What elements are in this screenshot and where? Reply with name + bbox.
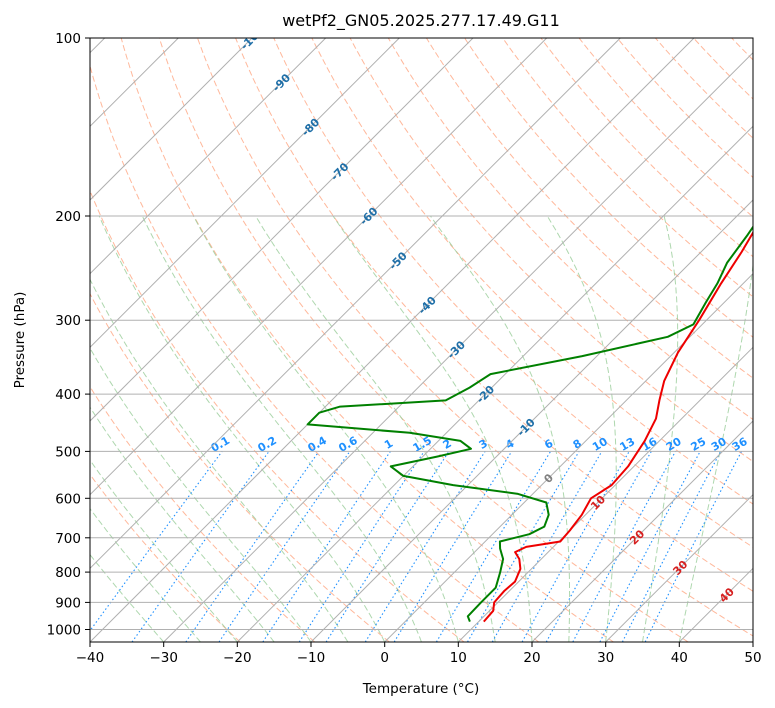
isotherm-line	[236, 125, 753, 642]
moist-adiabat	[332, 215, 533, 642]
mixing-ratio-line	[521, 451, 630, 642]
dry-adiabat	[540, 38, 753, 258]
dry-adiabat	[311, 38, 753, 505]
dry-adiabat	[90, 385, 316, 642]
isotherm-line	[310, 199, 753, 642]
plot-frame	[89, 37, 754, 643]
x-tick-label: 20	[523, 650, 540, 666]
x-tick-label: −20	[223, 650, 252, 666]
moist-adiabat	[678, 261, 753, 642]
isotherm-line	[90, 38, 548, 496]
y-tick-label: 900	[55, 595, 81, 611]
moist-adiabat	[141, 215, 422, 642]
x-axis-label: Temperature (°C)	[362, 681, 480, 697]
moist-adiabat	[90, 459, 238, 642]
moist-adiabat	[90, 553, 165, 642]
dry-adiabat	[235, 38, 753, 592]
isotherm-line	[531, 420, 753, 642]
isotherm-line	[605, 493, 753, 642]
x-tick-label: 50	[744, 650, 761, 666]
dry-adiabat	[90, 64, 540, 642]
mixing-ratio-line	[90, 451, 223, 632]
dry-adiabat	[90, 473, 241, 642]
y-axis-label: Pressure (hPa)	[12, 292, 28, 389]
dry-adiabat	[90, 189, 465, 642]
x-tick-label: −40	[76, 650, 105, 666]
x-tick-label: 40	[671, 650, 688, 666]
x-tick-label: −30	[149, 650, 178, 666]
y-tick-label: 100	[55, 31, 81, 47]
x-tick-label: 0	[380, 650, 389, 666]
mixing-ratio-line	[572, 451, 676, 642]
x-tick-label: −10	[297, 650, 326, 666]
moist-adiabat	[546, 215, 617, 642]
y-tick-label: 600	[55, 491, 81, 507]
chart-title: wetPf2_GN05.2025.277.17.49.G11	[282, 11, 560, 31]
x-tick-label: 10	[450, 650, 467, 666]
mixing-ratio-line	[325, 451, 450, 642]
mixing-ratio-line	[364, 451, 486, 642]
dry-adiabat	[349, 38, 753, 463]
moist-adiabat	[90, 278, 349, 642]
y-tick-label: 1000	[47, 623, 81, 639]
mixing-ratio-line	[467, 451, 580, 642]
isotherm-line	[90, 38, 621, 570]
isotherm-line	[163, 51, 753, 642]
mixing-ratio-line	[218, 451, 351, 642]
axes: −40 −30 −20 −10 0 10 20 30 40 50 100 200 300 400 500 60…	[47, 31, 762, 666]
moist-adiabat	[255, 215, 496, 642]
mixing-ratio-line	[435, 451, 552, 642]
dewpoint-trace	[306, 225, 753, 622]
dry-adiabat	[197, 38, 753, 637]
x-tick-label: 30	[597, 650, 614, 666]
y-tick-label: 700	[55, 531, 81, 547]
dry-adiabat	[90, 292, 390, 642]
mixing-ratio-line	[393, 451, 513, 642]
mixing-ratio-line	[131, 451, 270, 642]
mixing-ratio-line	[491, 451, 603, 642]
y-tick-label: 500	[55, 444, 81, 460]
isotherm-line	[90, 38, 400, 349]
y-tick-label: 200	[55, 209, 81, 225]
plot-contents: 0.1 0.2 0.4 0.6 1 1.5 2 3 4 6 8 10 13 16 20 25 30 36-100-…	[90, 38, 753, 642]
isotherm-line	[90, 38, 474, 422]
isotherm-line	[90, 38, 327, 275]
mixing-ratio-line	[545, 451, 652, 642]
dry-adiabat	[120, 38, 614, 642]
y-tick-label: 300	[55, 313, 81, 329]
plot-area	[90, 38, 753, 642]
isotherm-line	[90, 38, 253, 201]
y-tick-label: 800	[55, 565, 81, 581]
moist-adiabat	[90, 507, 201, 642]
temperature-trace	[483, 230, 753, 623]
dry-adiabat	[158, 38, 689, 642]
y-tick-label: 400	[55, 387, 81, 403]
isotherm-line	[90, 38, 695, 642]
moist-adiabat	[90, 347, 312, 642]
moist-adiabat	[192, 215, 459, 642]
